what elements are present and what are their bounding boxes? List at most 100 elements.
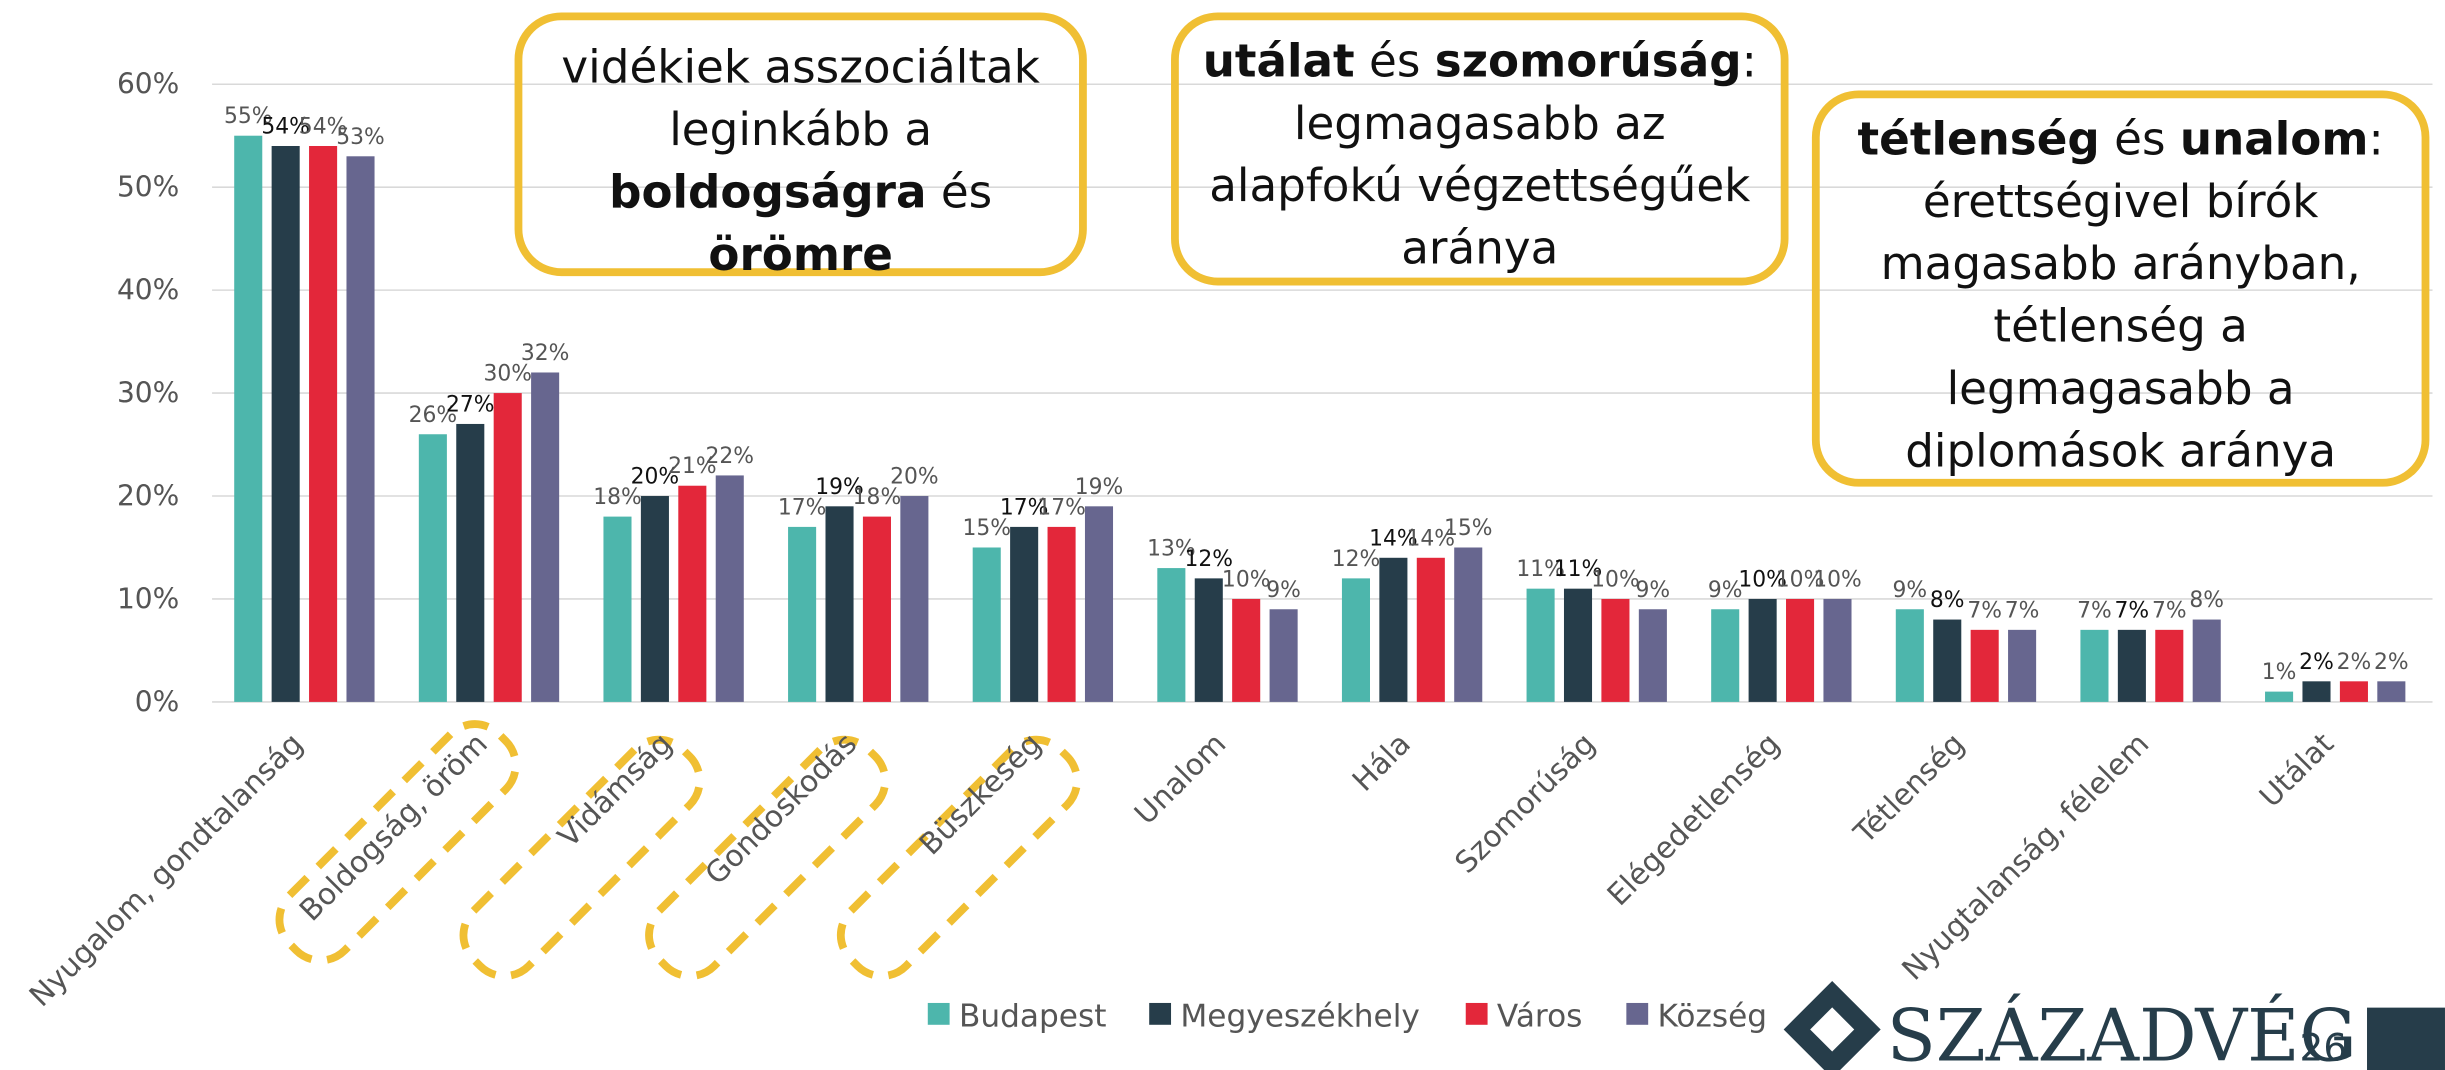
value-label: 2% (2374, 650, 2409, 675)
bar (1047, 526, 1076, 702)
value-label: 18% (853, 485, 902, 510)
callout-text: örömre (708, 227, 893, 281)
callout-text: vidékiek asszociáltak leginkább a (561, 40, 1040, 156)
bar (788, 526, 817, 702)
value-label: 9% (1636, 578, 1671, 603)
bar (1157, 568, 1186, 702)
value-label: 15% (1444, 516, 1493, 541)
bar (603, 516, 632, 702)
bar (2339, 681, 2368, 702)
bar (1563, 588, 1593, 702)
value-label: 9% (1708, 578, 1743, 603)
logo-text: SZÁZADVÉG (1887, 994, 2357, 1070)
callout-text: : legmagasabb az alapfokú végzettségűek … (1209, 34, 1757, 275)
value-label: 17% (1000, 495, 1049, 520)
value-label: 10% (1222, 567, 1271, 592)
value-label: 10% (1738, 567, 1787, 592)
value-label: 54% (299, 115, 348, 140)
bar (678, 485, 707, 702)
bar (531, 372, 560, 702)
bar (1341, 578, 1371, 702)
x-tick-label: Hála (1345, 726, 1417, 798)
callout-text: és (926, 165, 993, 219)
y-tick-label: 0% (135, 685, 180, 718)
bar (1232, 598, 1261, 702)
value-label: 12% (1185, 547, 1234, 572)
bar (2377, 681, 2406, 702)
value-label: 7% (1967, 598, 2002, 623)
bar (1454, 547, 1483, 702)
value-label: 30% (483, 362, 532, 387)
value-label: 17% (1037, 495, 1086, 520)
value-label: 54% (261, 115, 310, 140)
y-tick-label: 20% (117, 479, 179, 512)
value-label: 2% (2299, 650, 2334, 675)
x-tick-label: Nyugalom, gondtalanság (22, 726, 309, 1013)
value-label: 12% (1332, 547, 1381, 572)
x-tick-label: Szomorúság (1448, 726, 1602, 880)
value-label: 9% (1893, 578, 1928, 603)
bar (2080, 629, 2109, 702)
bar (825, 506, 854, 702)
bar (2302, 681, 2331, 702)
bar (493, 393, 522, 702)
value-label: 19% (1075, 475, 1124, 500)
value-label: 17% (778, 495, 827, 520)
value-label: 13% (1147, 537, 1196, 562)
legend-label: Megyeszékhely (1180, 998, 1419, 1034)
value-label: 2% (2337, 650, 2372, 675)
bar (309, 145, 338, 702)
value-label: 10% (1591, 567, 1640, 592)
value-label: 53% (336, 125, 385, 150)
bar (1933, 619, 1962, 702)
y-tick-label: 60% (117, 68, 179, 101)
y-tick-label: 10% (117, 582, 179, 615)
corner-block (2367, 1007, 2445, 1070)
value-label: 10% (1813, 567, 1862, 592)
value-label: 32% (521, 341, 570, 366)
x-tick-label: Büszkeség (912, 726, 1048, 862)
bar (715, 475, 744, 702)
page-number: 26 (2300, 1026, 2348, 1070)
callout-text: tétlenség (1857, 112, 2100, 166)
callout: utálat és szomorúság: legmagasabb az ala… (1171, 12, 1789, 286)
bar (1084, 506, 1114, 702)
bar (2008, 629, 2037, 702)
highlight-box (645, 735, 890, 980)
bar (640, 496, 669, 702)
bar (1269, 609, 1298, 702)
callout-text: utálat (1202, 34, 1355, 88)
highlight-box (836, 735, 1081, 980)
bar (2192, 619, 2221, 702)
callout-text: : érettségivel bírók magasabb arányban, … (1880, 112, 2384, 478)
logo-icon (1783, 980, 1881, 1070)
value-label: 21% (668, 454, 717, 479)
highlight-box (459, 735, 704, 980)
value-label: 11% (1516, 557, 1565, 582)
value-label: 8% (2189, 588, 2224, 613)
value-label: 27% (446, 392, 495, 417)
bar (1895, 609, 1924, 702)
bar (1194, 578, 1223, 702)
bar (234, 135, 263, 702)
x-tick-label: Tétlenség (1846, 726, 1971, 851)
bar (1526, 588, 1555, 702)
bar (1748, 598, 1777, 702)
value-label: 18% (593, 485, 642, 510)
legend-swatch (1149, 1002, 1172, 1025)
callout-text: és (2099, 112, 2180, 166)
highlight-boxes (275, 720, 1081, 980)
y-tick-label: 30% (117, 376, 179, 409)
legend-swatch (1465, 1002, 1488, 1025)
bar (1786, 598, 1815, 702)
callout: vidékiek asszociáltak leginkább a boldog… (514, 12, 1087, 281)
bar (2155, 629, 2184, 702)
callout-text: szomorúság (1434, 34, 1742, 88)
legend-label: Budapest (959, 998, 1107, 1034)
value-label: 7% (2005, 598, 2040, 623)
bar (862, 516, 891, 702)
x-tick-label: Utálat (2252, 726, 2340, 814)
y-tick-label: 40% (117, 273, 179, 306)
